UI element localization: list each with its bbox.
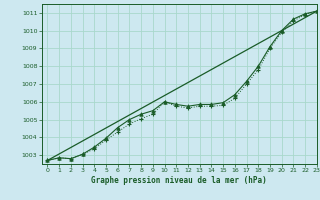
- X-axis label: Graphe pression niveau de la mer (hPa): Graphe pression niveau de la mer (hPa): [91, 176, 267, 185]
